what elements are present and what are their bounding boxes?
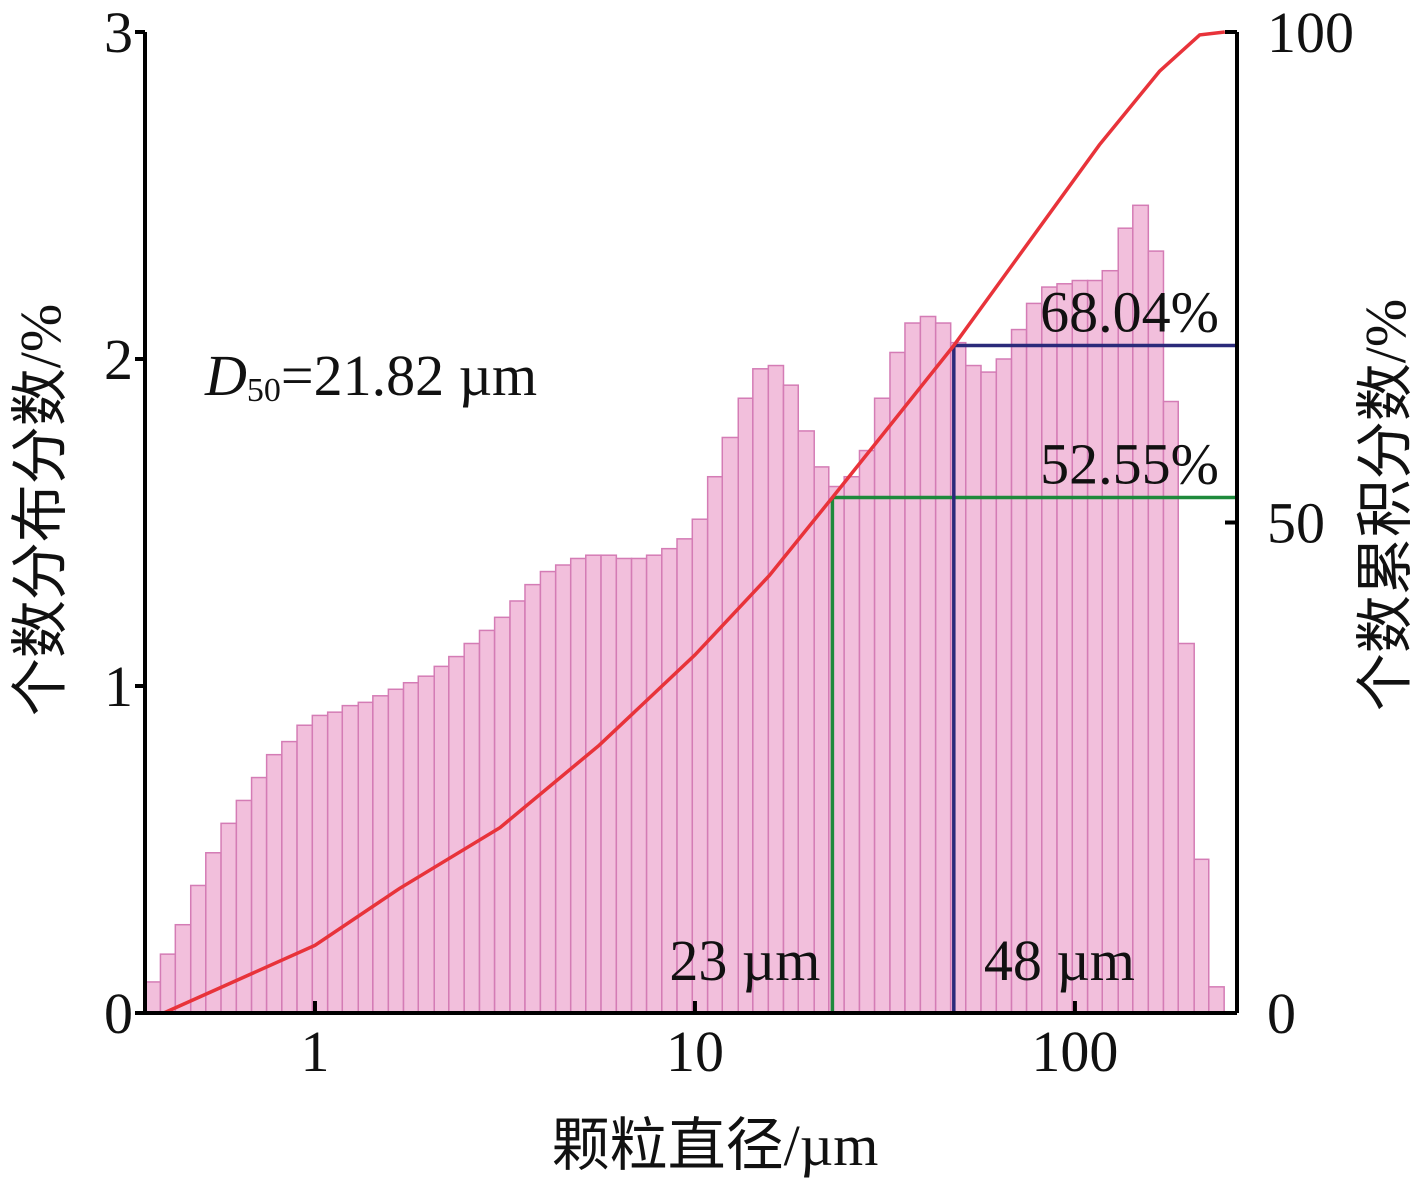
bar <box>144 981 162 1014</box>
bar <box>341 704 360 1014</box>
bar <box>752 368 770 1014</box>
bar <box>296 724 314 1014</box>
y-tick-label: 1 <box>104 654 133 719</box>
d50-text: =21.82 µm <box>281 343 537 408</box>
bar <box>1041 286 1058 1014</box>
y2-axis-title: 个数累积分数/% <box>1353 299 1417 711</box>
bar <box>554 564 572 1014</box>
bar <box>433 665 450 1014</box>
bar <box>843 475 861 1014</box>
y2-tick-label: 0 <box>1267 981 1296 1046</box>
reference-percent-label: 52.55% <box>1040 431 1219 496</box>
bar <box>281 740 298 1014</box>
bar <box>645 554 663 1014</box>
bar <box>873 397 891 1014</box>
reference-size-label: 23 µm <box>669 928 820 993</box>
bar <box>1071 279 1089 1014</box>
reference-percent-label: 68.04% <box>1040 280 1219 345</box>
bar <box>1147 250 1165 1014</box>
bar <box>478 629 496 1014</box>
y2-tick-label: 50 <box>1267 491 1325 556</box>
bar <box>174 923 192 1014</box>
bar <box>964 364 982 1014</box>
bar <box>1208 986 1225 1014</box>
bar <box>797 430 815 1014</box>
x-axis-title: 颗粒直径/µm <box>552 1113 879 1178</box>
bar <box>630 557 648 1014</box>
reference-size-label: 48 µm <box>984 928 1135 993</box>
bar <box>569 557 587 1014</box>
bar <box>357 701 374 1014</box>
bar <box>1086 279 1103 1014</box>
d50-label: D50=21.82 µm <box>204 343 537 409</box>
x-tick-label: 10 <box>666 1019 724 1084</box>
y-axis-title: 个数分布分数/% <box>8 304 73 716</box>
cumulative-line <box>163 30 1226 1015</box>
bar <box>250 776 268 1014</box>
bar <box>919 315 937 1014</box>
y2-tick-label: 100 <box>1267 0 1354 65</box>
bar <box>372 695 390 1014</box>
bar <box>782 384 799 1014</box>
bar <box>767 364 785 1014</box>
bar <box>448 655 465 1014</box>
bar <box>995 358 1013 1014</box>
x-tick-label: 1 <box>300 1019 329 1084</box>
y-tick-label: 2 <box>104 327 133 392</box>
bar <box>889 351 906 1014</box>
bar <box>585 554 602 1014</box>
bar <box>615 557 633 1014</box>
bar <box>1193 858 1210 1014</box>
bar <box>1025 302 1043 1014</box>
bar <box>600 554 618 1014</box>
d50-subscript: 50 <box>247 372 281 409</box>
bar <box>311 714 329 1014</box>
y-tick-label: 3 <box>104 0 133 65</box>
bar <box>1101 269 1119 1014</box>
bar <box>493 616 511 1014</box>
bar <box>1177 642 1195 1014</box>
d50-symbol: D <box>204 343 247 408</box>
bar <box>904 322 922 1014</box>
bar <box>980 371 998 1014</box>
y-tick-label: 0 <box>104 981 133 1046</box>
bar <box>1010 328 1028 1014</box>
bar <box>858 449 876 1014</box>
bar <box>463 642 481 1014</box>
bar <box>1056 283 1074 1014</box>
bar <box>934 322 952 1014</box>
bar <box>265 753 283 1014</box>
bar <box>159 953 177 1014</box>
bar <box>326 711 344 1014</box>
bar <box>417 675 435 1014</box>
x-tick-label: 100 <box>1031 1019 1118 1084</box>
bar <box>402 681 420 1014</box>
bar <box>737 397 754 1014</box>
bar <box>721 436 740 1014</box>
bar <box>387 688 405 1014</box>
